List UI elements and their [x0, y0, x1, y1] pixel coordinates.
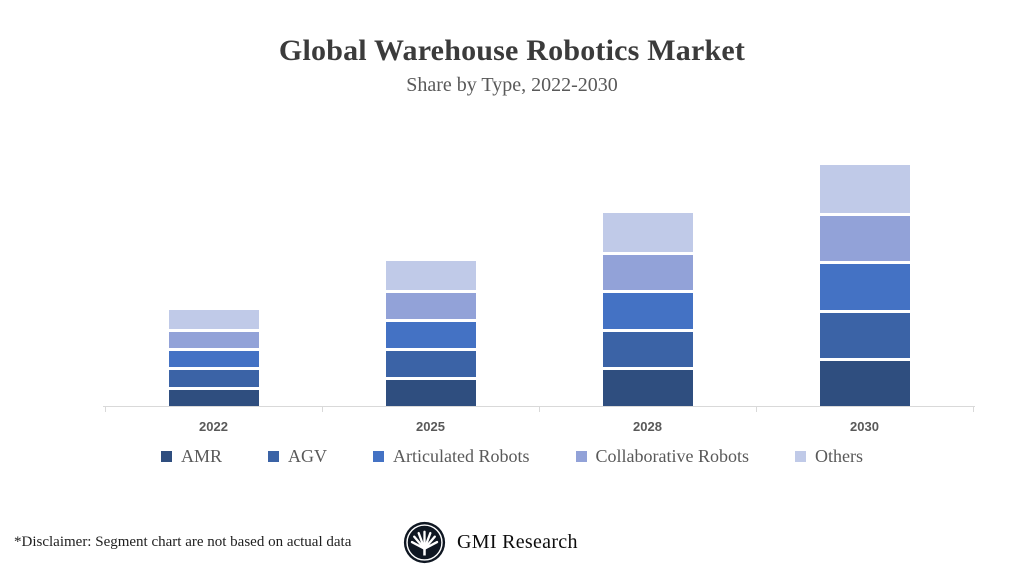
chart-subtitle: Share by Type, 2022-2030 [406, 73, 618, 96]
bar-segment-others-2030 [819, 164, 910, 213]
legend-swatch-articulated-robots [373, 451, 385, 462]
bar-segment-agv-2022 [168, 367, 259, 387]
bar-segment-agv-2028 [602, 328, 693, 368]
legend-label-collaborative-robots: Collaborative Robots [595, 446, 749, 466]
x-axis-label-2028: 2028 [633, 419, 662, 434]
bar-segment-others-2022 [168, 309, 259, 329]
chart-title: Global Warehouse Robotics Market [278, 34, 746, 67]
bar-segment-collaborative-robots-2028 [602, 251, 693, 291]
axis-tick [539, 407, 540, 412]
legend-item-amr: AMR [161, 446, 222, 467]
bar-segment-agv-2025 [385, 348, 476, 378]
bar-segment-collaborative-robots-2025 [385, 290, 476, 320]
bar-segment-amr-2025 [385, 377, 476, 406]
legend-swatch-agv [268, 451, 280, 462]
legend-label-amr: AMR [181, 446, 223, 466]
bar-2022 [168, 309, 259, 406]
bar-segment-collaborative-robots-2030 [819, 213, 910, 262]
legend-item-articulated-robots: Articulated Robots [373, 446, 530, 467]
x-axis-label-2030: 2030 [850, 419, 879, 434]
axis-tick [322, 407, 323, 412]
axis-tick [973, 407, 974, 412]
bar-segment-amr-2022 [168, 386, 259, 406]
x-axis-line [103, 406, 975, 407]
legend: AMR AGV Articulated Robots Collaborative Ro… [0, 446, 1024, 467]
bar-2028 [602, 213, 693, 406]
bar-2030 [819, 164, 910, 406]
bar-segment-amr-2028 [602, 367, 693, 406]
disclaimer-text: *Disclaimer: Segment chart are not based… [14, 534, 352, 550]
legend-item-others: Others [794, 446, 863, 467]
legend-label-others: Others [814, 446, 863, 466]
gmi-research-logo-icon [403, 521, 446, 564]
legend-swatch-others [794, 451, 806, 462]
legend-swatch-amr [161, 451, 172, 462]
bar-segment-articulated-robots-2030 [819, 261, 910, 310]
logo: GMI Research [403, 521, 578, 564]
bar-segment-articulated-robots-2022 [168, 348, 259, 368]
legend-label-articulated-robots: Articulated Robots [393, 446, 530, 466]
legend-item-agv: AGV [268, 446, 327, 467]
bar-2025 [385, 261, 476, 406]
bar-segment-amr-2030 [819, 357, 910, 406]
logo-text: GMI Research [457, 531, 578, 553]
legend-swatch-collaborative-robots [575, 451, 587, 462]
x-axis-labels: 2022 2025 2028 2030 [105, 419, 973, 437]
bar-segment-agv-2030 [819, 309, 910, 358]
chart-header: Global Warehouse Robotics Market Share b… [0, 34, 1024, 97]
bar-segment-others-2028 [602, 213, 693, 252]
bar-segment-others-2025 [385, 261, 476, 291]
bar-segment-articulated-robots-2025 [385, 319, 476, 349]
x-axis-label-2025: 2025 [416, 419, 445, 434]
legend-label-agv: AGV [288, 446, 328, 466]
bar-segment-collaborative-robots-2022 [168, 328, 259, 349]
bar-segment-articulated-robots-2028 [602, 290, 693, 329]
axis-tick [105, 407, 106, 412]
legend-item-collaborative-robots: Collaborative Robots [575, 446, 749, 467]
x-axis-label-2022: 2022 [199, 419, 228, 434]
plot-area [103, 160, 975, 412]
axis-tick [756, 407, 757, 412]
